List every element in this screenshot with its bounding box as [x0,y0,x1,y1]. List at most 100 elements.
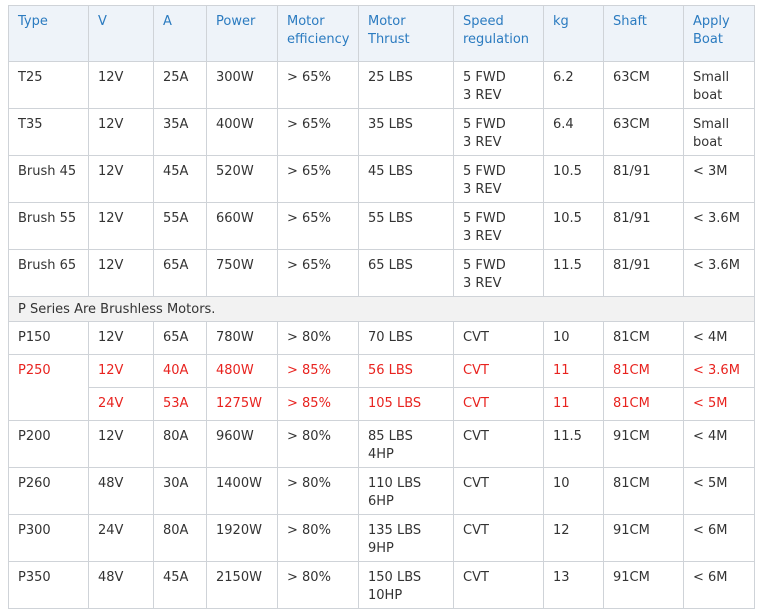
table-cell: T25 [8,61,89,109]
table-row: Brush 55 12V 55A 660W > 65% 55 LBS 5 FWD 3 REV… [8,202,755,250]
header-cell: Type [8,5,89,62]
table-cell: 25 LBS [358,61,454,109]
table-cell: 35A [153,108,207,156]
table-cell: > 65% [277,108,359,156]
table-cell: 12V [88,420,154,468]
table-cell: P300 [8,514,89,562]
table-cell: > 80% [277,420,359,468]
table-cell: Brush 55 [8,202,89,250]
note-row: P Series Are Brushless Motors. [8,296,755,322]
table-cell: 300W [206,61,278,109]
table-cell: CVT [453,387,544,421]
table-cell: 660W [206,202,278,250]
table-cell: 48V [88,561,154,609]
table-cell: 960W [206,420,278,468]
table-cell: > 65% [277,249,359,297]
table-cell: T35 [8,108,89,156]
table-cell: 81/91 [603,155,684,203]
table-cell: CVT [453,354,544,388]
table-cell: 11 [543,387,604,421]
motor-table: Type V A Power Motor efficiency Motor Thrust S… [8,5,755,609]
table-cell: 45A [153,155,207,203]
table-cell: CVT [453,561,544,609]
table-cell: 80A [153,420,207,468]
table-cell: 10 [543,321,604,355]
header-cell: Apply Boat [683,5,755,62]
table-cell: < 4M [683,321,755,355]
table-cell: 105 LBS [358,387,454,421]
table-cell: 45A [153,561,207,609]
table-row: T25 12V 25A 300W > 65% 25 LBS 5 FWD 3 REV 6.2 63… [8,61,755,109]
table-cell: 81/91 [603,249,684,297]
table-cell: 110 LBS 6HP [358,467,454,515]
table-cell: 56 LBS [358,354,454,388]
table-cell: 81CM [603,467,684,515]
table-cell: 5 FWD 3 REV [453,202,544,250]
table-cell: > 65% [277,61,359,109]
table-cell: 35 LBS [358,108,454,156]
table-cell: 1275W [206,387,278,421]
table-cell: 81CM [603,354,684,388]
table-cell: 13 [543,561,604,609]
table-cell: P260 [8,467,89,515]
table-cell: CVT [453,420,544,468]
table-cell: > 65% [277,202,359,250]
header-cell: kg [543,5,604,62]
table-cell: 80A [153,514,207,562]
table-cell: > 85% [277,354,359,388]
table-cell: 91CM [603,514,684,562]
table-cell: 53A [153,387,207,421]
table-cell: < 5M [683,467,755,515]
table-cell: 55A [153,202,207,250]
header-cell: Motor Thrust [358,5,454,62]
note-cell: P Series Are Brushless Motors. [8,296,755,322]
table-cell: 63CM [603,108,684,156]
table-cell: 40A [153,354,207,388]
table-row: T35 12V 35A 400W > 65% 35 LBS 5 FWD 3 REV 6.4 63… [8,108,755,156]
table-cell: Small boat [683,108,755,156]
table-cell: 6.2 [543,61,604,109]
table-cell: < 3.6M [683,249,755,297]
table-cell: 30A [153,467,207,515]
table-cell: 12V [88,249,154,297]
table-row: Brush 45 12V 45A 520W > 65% 45 LBS 5 FWD 3 REV… [8,155,755,203]
table-cell: 65A [153,249,207,297]
table-cell: 48V [88,467,154,515]
table-row: P250 12V 40A 480W > 85% 56 LBS CVT 11 81CM < 3.6M [8,354,755,421]
table-cell: 10 [543,467,604,515]
table-body: T25 12V 25A 300W > 65% 25 LBS 5 FWD 3 REV 6.2 63… [8,61,755,609]
table-cell: 63CM [603,61,684,109]
table-cell: < 5M [683,387,755,421]
table-cell: > 65% [277,155,359,203]
table-cell: Small boat [683,61,755,109]
table-cell: 750W [206,249,278,297]
table-cell: P250 [8,354,89,421]
table-cell: 45 LBS [358,155,454,203]
table-cell: 780W [206,321,278,355]
header-cell: Speed regulation [453,5,544,62]
table-cell: < 4M [683,420,755,468]
table-row: P200 12V 80A 960W > 80% 85 LBS 4HP CVT 11.5 91CM… [8,420,755,468]
table-cell: 12V [88,155,154,203]
table-cell: 81/91 [603,202,684,250]
table-cell: 400W [206,108,278,156]
table-cell: 12V [88,321,154,355]
table-cell: CVT [453,514,544,562]
table-cell: 25A [153,61,207,109]
table-cell: 85 LBS 4HP [358,420,454,468]
table-cell: 480W [206,354,278,388]
table-row: P300 24V 80A 1920W > 80% 135 LBS 9HP CVT 12 91CM… [8,514,755,562]
table-cell: 1400W [206,467,278,515]
table-cell: 55 LBS [358,202,454,250]
table-cell: 81CM [603,321,684,355]
table-cell: 12V [88,61,154,109]
table-cell: 12V [88,108,154,156]
table-cell: 12 [543,514,604,562]
header-cell: Power [206,5,278,62]
table-cell: > 80% [277,321,359,355]
table-cell: 11.5 [543,249,604,297]
table-cell: 11.5 [543,420,604,468]
table-cell: 91CM [603,561,684,609]
table-cell: 5 FWD 3 REV [453,61,544,109]
table-cell: 91CM [603,420,684,468]
